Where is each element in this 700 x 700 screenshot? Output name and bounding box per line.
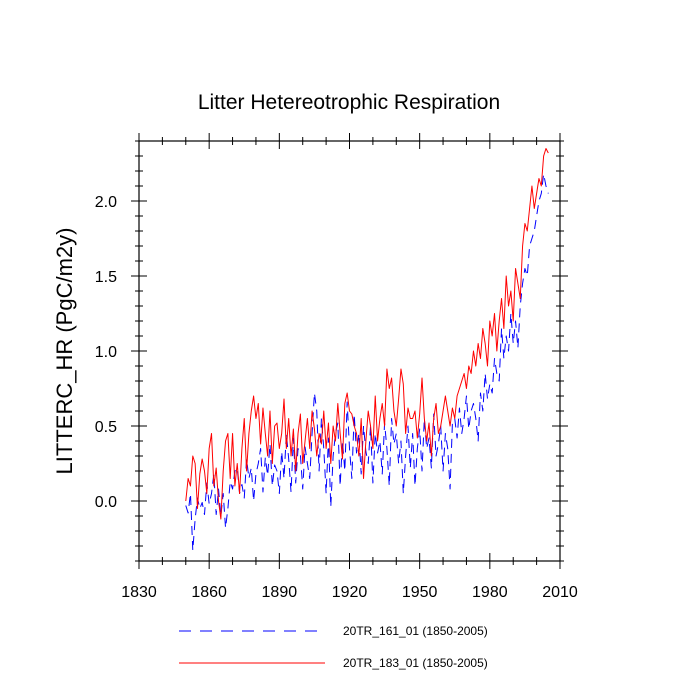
x-tick-label: 2010 <box>542 584 578 601</box>
series-layer <box>185 148 549 551</box>
plot-area: 1830 1860 1890 1920 1950 1980 2010 0.0 0.5 1.0 1.5… <box>95 133 578 601</box>
y-tick-label: 2.0 <box>95 194 117 211</box>
x-tick-label: 1830 <box>121 584 157 601</box>
legend-entry-20tr-183: 20TR_183_01 (1850-2005) <box>179 656 488 670</box>
y-tick-label: 0.0 <box>95 494 117 511</box>
legend: 20TR_161_01 (1850-2005) 20TR_183_01 (185… <box>179 624 488 670</box>
y-tick-label: 0.5 <box>95 419 117 436</box>
legend-entry-20tr-161: 20TR_161_01 (1850-2005) <box>179 624 488 638</box>
y-tick-label: 1.0 <box>95 344 117 361</box>
series-line-1 <box>185 148 549 520</box>
x-tick-label: 1950 <box>402 584 438 601</box>
x-tick-label: 1860 <box>191 584 227 601</box>
legend-label-20tr-183: 20TR_183_01 (1850-2005) <box>343 656 488 670</box>
x-tick-label: 1980 <box>472 584 508 601</box>
chart-title: Litter Hetereotrophic Respiration <box>198 91 500 114</box>
axis-layer: 1830 1860 1890 1920 1950 1980 2010 0.0 0.5 1.0 1.5… <box>95 133 578 601</box>
y-axis-label: LITTERC_HR (PgC/m2y) <box>52 228 77 475</box>
x-tick-label: 1920 <box>332 584 368 601</box>
x-tick-label: 1890 <box>262 584 298 601</box>
y-tick-label: 1.5 <box>95 269 117 286</box>
legend-label-20tr-161: 20TR_161_01 (1850-2005) <box>343 624 488 638</box>
